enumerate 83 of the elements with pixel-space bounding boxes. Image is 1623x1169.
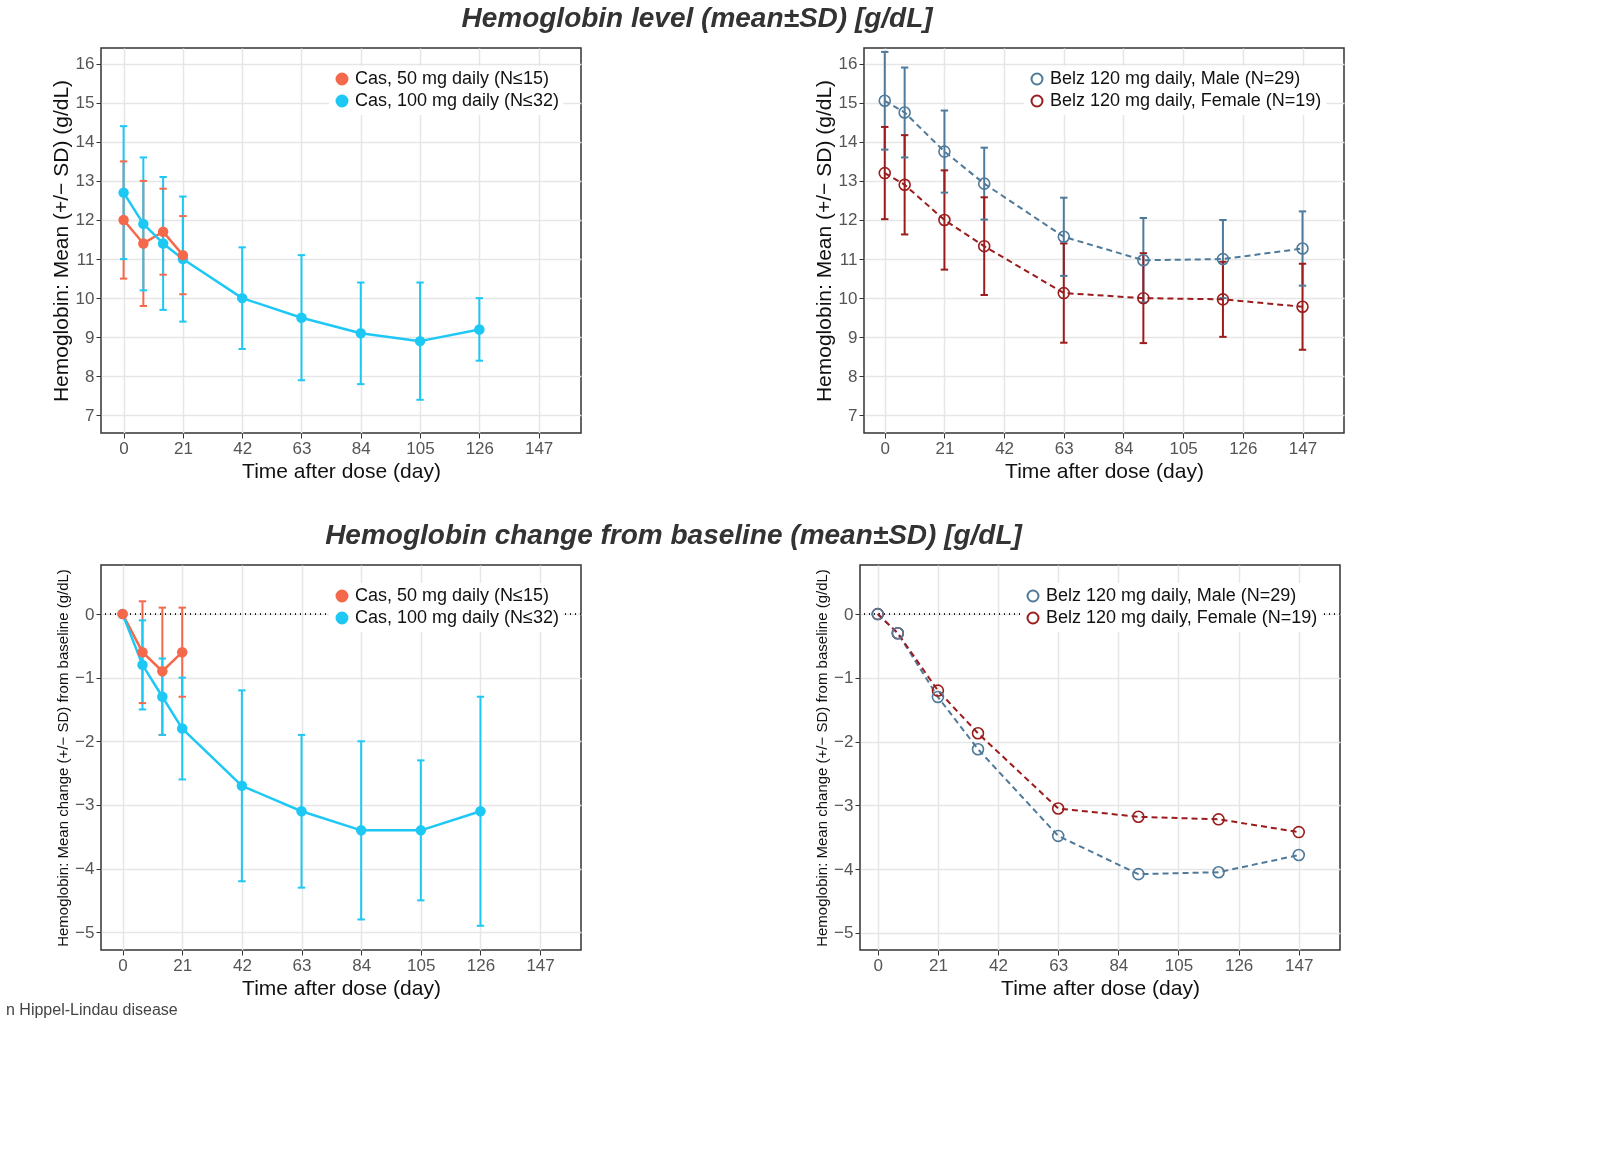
legend-label: Belz 120 mg daily, Female (N=19) [1050,90,1322,110]
x-tick-label: 63 [1054,438,1074,458]
y-tick-label: 16 [838,54,858,74]
y-tick-label: −4 [75,859,95,879]
x-axis-title: Time after dose (day) [242,975,441,999]
y-tick-label: 13 [838,171,858,191]
x-tick-label: 0 [873,955,883,975]
x-tick-label: 84 [351,438,371,458]
x-axis-title: Time after dose (day) [1001,975,1200,999]
x-tick-label: 42 [233,438,253,458]
y-tick-label: 7 [85,405,95,425]
y-axis-title: Hemoglobin: Mean change (+/− SD) from baseline (g/dL) [54,569,72,947]
y-tick-label: −5 [75,922,95,942]
legend-label: Cas, 100 mg daily (N≤32) [355,607,559,627]
y-axis-title: Hemoglobin: Mean (+/− SD) (g/dL) [48,79,72,403]
legend-label: Cas, 100 mg daily (N≤32) [355,90,559,110]
y-tick-label: 8 [848,366,858,386]
y-tick-label: −2 [75,731,95,751]
x-tick-label: 126 [1224,955,1254,975]
x-tick-label: 126 [465,438,495,458]
x-tick-label: 21 [928,955,948,975]
y-tick-label: −1 [75,668,95,688]
y-tick-label: 10 [838,288,858,308]
x-tick-label: 63 [292,955,312,975]
y-tick-label: −1 [834,668,854,688]
y-tick-label: 14 [75,132,95,152]
x-tick-label: 84 [1114,438,1134,458]
x-tick-label: 105 [1169,438,1198,458]
y-tick-label: 7 [848,405,858,425]
y-tick-label: −2 [834,732,854,752]
y-tick-label: 0 [844,604,854,624]
x-tick-label: 147 [526,955,555,975]
legend-label: Cas, 50 mg daily (N≤15) [355,68,549,88]
x-tick-label: 21 [935,438,955,458]
y-tick-label: 12 [838,210,858,230]
x-tick-label: 147 [1285,955,1314,975]
x-tick-label: 0 [119,438,129,458]
x-tick-label: 21 [173,955,193,975]
y-tick-label: 11 [76,249,95,269]
legend-label: Belz 120 mg daily, Male (N=29) [1046,585,1297,605]
x-tick-label: 42 [232,955,252,975]
x-tick-label: 105 [1164,955,1194,975]
x-tick-label: 147 [524,438,554,458]
text: Hemoglobin change from baseline (mean±SD) [g/dL] [325,519,1024,551]
y-tick-label: 16 [75,54,95,74]
y-tick-label: 13 [75,171,95,191]
y-tick-label: 10 [75,288,95,308]
y-tick-label: −3 [75,795,95,815]
x-axis-title: Time after dose (day) [1005,458,1204,482]
y-tick-label: 15 [838,93,858,113]
x-tick-label: 126 [466,955,496,975]
y-tick-label: 9 [85,327,95,347]
y-tick-label: 14 [838,132,858,152]
x-tick-label: 105 [406,438,435,458]
y-tick-label: 8 [85,366,95,386]
x-axis-title: Time after dose (day) [242,458,441,482]
y-tick-label: −4 [834,859,854,879]
x-tick-label: 63 [292,438,312,458]
text: n Hippel-Lindau disease [6,1001,178,1018]
x-tick-label: 105 [407,955,436,975]
x-tick-label: 0 [118,955,128,975]
x-tick-label: 42 [995,438,1015,458]
x-tick-label: 84 [352,955,372,975]
legend-label: Belz 120 mg daily, Male (N=29) [1050,68,1301,88]
y-tick-label: −3 [834,795,854,815]
x-tick-label: 21 [173,438,193,458]
y-tick-label: 11 [839,249,858,269]
legend-label: Belz 120 mg daily, Female (N=19) [1046,607,1318,627]
x-tick-label: 42 [989,955,1008,975]
x-tick-label: 84 [1109,955,1129,975]
x-tick-label: 147 [1288,438,1318,458]
y-axis-title: Hemoglobin: Mean change (+/− SD) from baseline (g/dL) [813,569,831,947]
x-tick-label: 126 [1229,438,1258,458]
y-tick-label: 0 [85,604,95,624]
x-tick-label: 0 [880,438,890,458]
y-tick-label: 9 [848,327,858,347]
y-tick-label: −5 [834,923,854,943]
x-tick-label: 63 [1049,955,1069,975]
y-tick-label: 15 [75,93,95,113]
text: Hemoglobin level (mean±SD) [g/dL] [461,2,935,34]
y-axis-title: Hemoglobin: Mean (+/− SD) (g/dL) [811,79,835,403]
y-tick-label: 12 [75,210,95,230]
legend-label: Cas, 50 mg daily (N≤15) [355,585,549,605]
